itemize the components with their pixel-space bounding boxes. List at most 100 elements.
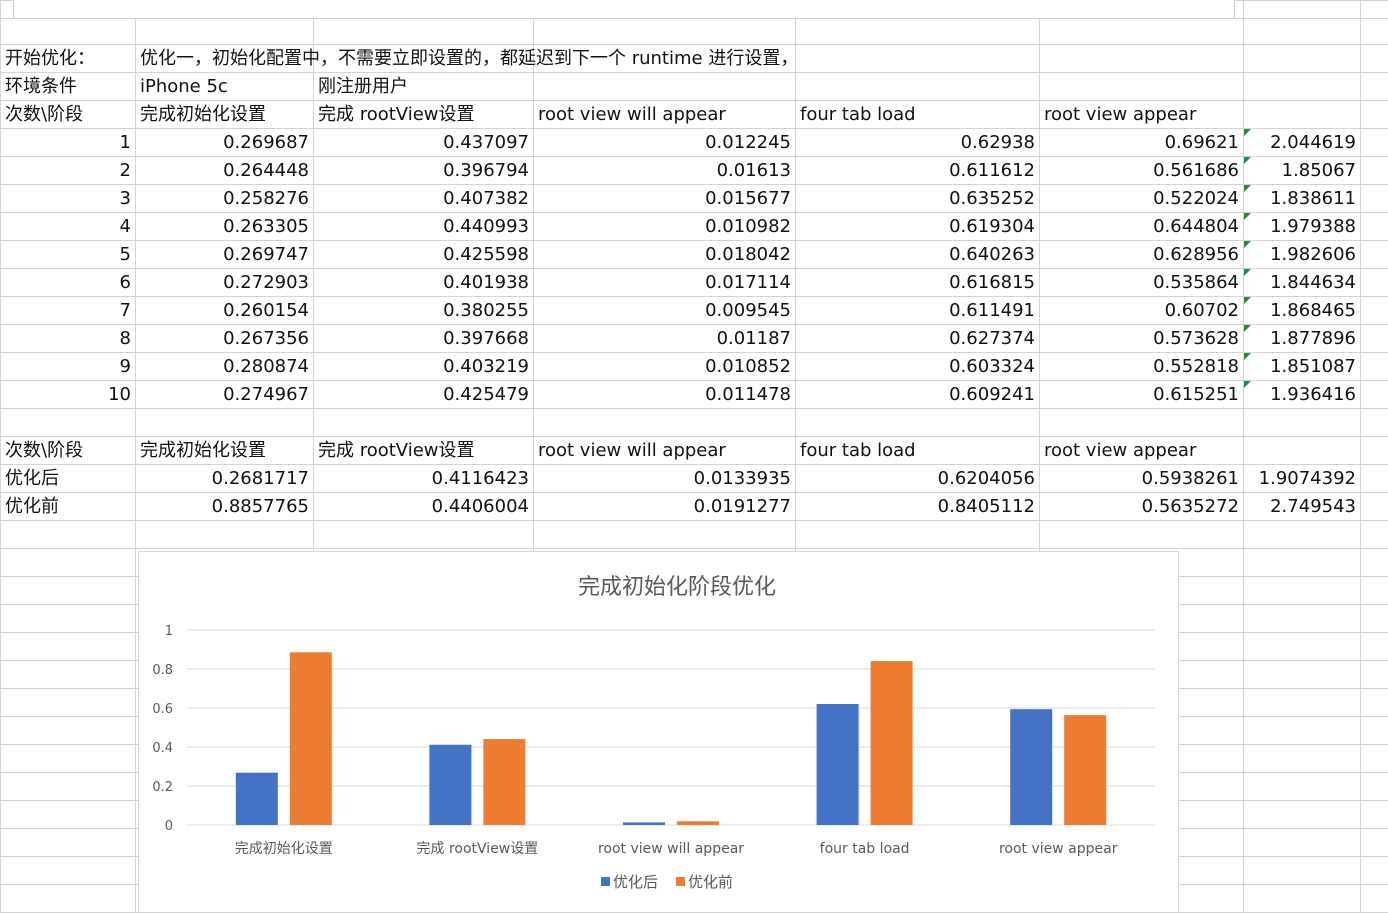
summary-cell[interactable]: 优化前 (5, 496, 59, 517)
run-cell[interactable]: 0.267356 (223, 328, 309, 349)
header-cell[interactable]: root view will appear (538, 104, 726, 125)
run-cell[interactable]: 0.009545 (705, 300, 791, 321)
run-cell[interactable]: 0.269687 (223, 132, 309, 153)
summary-cell[interactable]: 0.8857765 (211, 496, 309, 517)
run-cell[interactable]: 0.640263 (949, 244, 1035, 265)
run-cell[interactable]: 0.01613 (716, 160, 791, 181)
run-cell[interactable]: 0.269747 (223, 244, 309, 265)
run-cell[interactable]: 8 (119, 328, 131, 349)
run-cell[interactable]: 10 (108, 384, 131, 405)
run-cell[interactable]: 1.838611 (1270, 188, 1356, 209)
run-cell[interactable]: 0.561686 (1153, 160, 1239, 181)
error-indicator-icon[interactable] (1244, 129, 1251, 136)
run-cell[interactable]: 0.425598 (443, 244, 529, 265)
header-cell[interactable]: root view appear (1044, 104, 1197, 125)
run-cell[interactable]: 1.979388 (1270, 216, 1356, 237)
run-cell[interactable]: 1.877896 (1270, 328, 1356, 349)
run-cell[interactable]: 0.274967 (223, 384, 309, 405)
env-device-cell[interactable]: iPhone 5c (140, 76, 228, 97)
header-cell[interactable]: 次数\阶段 (5, 104, 84, 125)
run-cell[interactable]: 0.69621 (1164, 132, 1239, 153)
run-cell[interactable]: 1.851087 (1270, 356, 1356, 377)
summary-cell[interactable]: 0.6204056 (937, 468, 1035, 489)
run-cell[interactable]: 0.628956 (1153, 244, 1239, 265)
run-cell[interactable]: 0.522024 (1153, 188, 1239, 209)
error-indicator-icon[interactable] (1244, 297, 1251, 304)
run-cell[interactable]: 0.264448 (223, 160, 309, 181)
run-cell[interactable]: 0.407382 (443, 188, 529, 209)
run-cell[interactable]: 1.936416 (1270, 384, 1356, 405)
summary-cell[interactable]: 0.4116423 (431, 468, 529, 489)
run-cell[interactable]: 1.982606 (1270, 244, 1356, 265)
error-indicator-icon[interactable] (1244, 381, 1251, 388)
run-cell[interactable]: 5 (119, 244, 131, 265)
error-indicator-icon[interactable] (1244, 325, 1251, 332)
run-cell[interactable]: 0.552818 (1153, 356, 1239, 377)
run-cell[interactable]: 0.012245 (705, 132, 791, 153)
run-cell[interactable]: 3 (119, 188, 131, 209)
run-cell[interactable]: 0.258276 (223, 188, 309, 209)
run-cell[interactable]: 0.644804 (1153, 216, 1239, 237)
run-cell[interactable]: 0.010982 (705, 216, 791, 237)
run-cell[interactable]: 0.437097 (443, 132, 529, 153)
intro-label-cell[interactable]: 开始优化： (5, 48, 95, 69)
env-user-cell[interactable]: 刚注册用户 (318, 76, 408, 97)
summary-cell[interactable]: 优化后 (5, 468, 59, 489)
run-cell[interactable]: 0.611491 (949, 300, 1035, 321)
run-cell[interactable]: 1 (119, 132, 131, 153)
run-cell[interactable]: 0.535864 (1153, 272, 1239, 293)
run-cell[interactable]: 0.609241 (949, 384, 1035, 405)
run-cell[interactable]: 0.403219 (443, 356, 529, 377)
run-cell[interactable]: 2.044619 (1270, 132, 1356, 153)
error-indicator-icon[interactable] (1244, 353, 1251, 360)
run-cell[interactable]: 0.615251 (1153, 384, 1239, 405)
error-indicator-icon[interactable] (1244, 213, 1251, 220)
run-cell[interactable]: 0.263305 (223, 216, 309, 237)
run-cell[interactable]: 1.868465 (1270, 300, 1356, 321)
summary-header-cell[interactable]: 完成 rootView设置 (318, 440, 475, 461)
run-cell[interactable]: 0.425479 (443, 384, 529, 405)
summary-header-cell[interactable]: 完成初始化设置 (140, 440, 266, 461)
run-cell[interactable]: 0.01187 (716, 328, 791, 349)
run-cell[interactable]: 0.280874 (223, 356, 309, 377)
run-cell[interactable]: 0.573628 (1153, 328, 1239, 349)
run-cell[interactable]: 0.60702 (1164, 300, 1239, 321)
summary-cell[interactable]: 0.4406004 (431, 496, 529, 517)
run-cell[interactable]: 7 (119, 300, 131, 321)
run-cell[interactable]: 4 (119, 216, 131, 237)
run-cell[interactable]: 0.011478 (705, 384, 791, 405)
summary-header-cell[interactable]: root view appear (1044, 440, 1197, 461)
summary-cell[interactable]: 2.749543 (1270, 496, 1356, 517)
summary-header-cell[interactable]: 次数\阶段 (5, 440, 84, 461)
run-cell[interactable]: 6 (119, 272, 131, 293)
header-cell[interactable]: 完成 rootView设置 (318, 104, 475, 125)
summary-cell[interactable]: 0.0133935 (693, 468, 791, 489)
env-label-cell[interactable]: 环境条件 (5, 76, 77, 97)
run-cell[interactable]: 0.603324 (949, 356, 1035, 377)
run-cell[interactable]: 0.619304 (949, 216, 1035, 237)
error-indicator-icon[interactable] (1244, 157, 1251, 164)
summary-cell[interactable]: 0.2681717 (211, 468, 309, 489)
run-cell[interactable]: 1.85067 (1281, 160, 1356, 181)
run-cell[interactable]: 0.260154 (223, 300, 309, 321)
summary-cell[interactable]: 0.8405112 (937, 496, 1035, 517)
summary-cell[interactable]: 1.9074392 (1258, 468, 1356, 489)
run-cell[interactable]: 0.611612 (949, 160, 1035, 181)
run-cell[interactable]: 0.018042 (705, 244, 791, 265)
run-cell[interactable]: 0.635252 (949, 188, 1035, 209)
run-cell[interactable]: 0.397668 (443, 328, 529, 349)
run-cell[interactable]: 0.010852 (705, 356, 791, 377)
run-cell[interactable]: 0.627374 (949, 328, 1035, 349)
run-cell[interactable]: 0.017114 (705, 272, 791, 293)
summary-header-cell[interactable]: root view will appear (538, 440, 726, 461)
bar-chart[interactable]: 完成初始化阶段优化 0 0.2 0.4 0.6 0.8 1 完成初始化设置 完成 rootVie… (138, 551, 1179, 912)
error-indicator-icon[interactable] (1244, 269, 1251, 276)
run-cell[interactable]: 0.015677 (705, 188, 791, 209)
intro-note-cell[interactable]: 优化一，初始化配置中，不需要立即设置的，都延迟到下一个 runtime 进行设置… (140, 48, 799, 69)
summary-cell[interactable]: 0.5938261 (1141, 468, 1239, 489)
summary-cell[interactable]: 0.0191277 (693, 496, 791, 517)
run-cell[interactable]: 9 (119, 356, 131, 377)
run-cell[interactable]: 0.272903 (223, 272, 309, 293)
run-cell[interactable]: 0.380255 (443, 300, 529, 321)
run-cell[interactable]: 0.440993 (443, 216, 529, 237)
